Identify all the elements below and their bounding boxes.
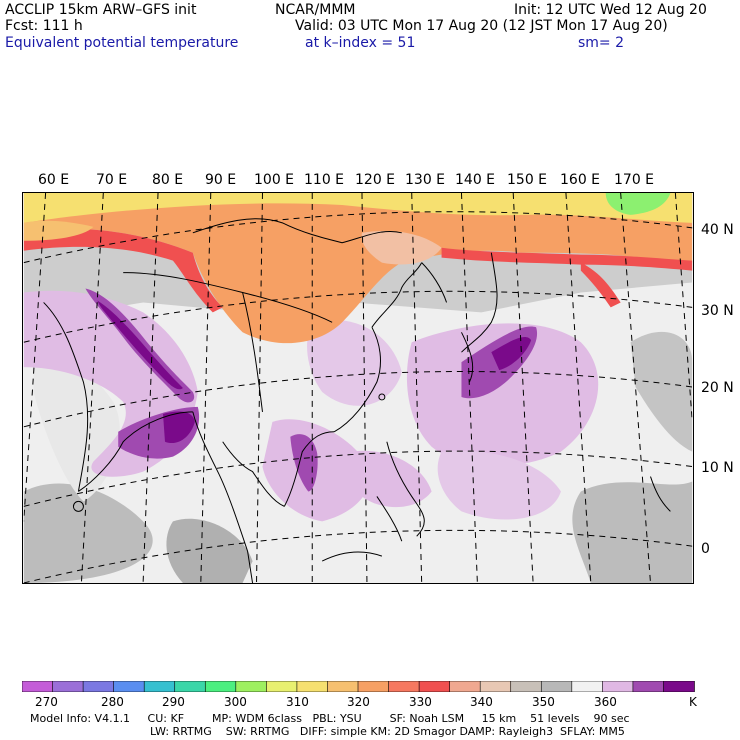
colorbar-label: 270: [35, 695, 58, 709]
lat-label: 0: [701, 541, 710, 557]
orange-area: [222, 250, 356, 315]
colorbar-label: 310: [286, 695, 309, 709]
colorbar-swatch: [479, 681, 512, 692]
colorbar: [22, 681, 695, 692]
warm-band-red: [441, 247, 693, 271]
purple-band: [290, 434, 318, 492]
equivalent-potential-temperature-map: [22, 192, 694, 584]
lon-label: 160 E: [560, 172, 601, 188]
coastlines: [43, 218, 671, 583]
colorbar-swatch: [296, 681, 329, 692]
colorbar-unit: K: [689, 695, 697, 709]
colorbar-label: 320: [347, 695, 370, 709]
colorbar-swatch: [510, 681, 543, 692]
forecast-hour: Fcst: 111 h: [5, 18, 83, 34]
gray-patch: [23, 483, 153, 583]
colorbar-label: 350: [532, 695, 555, 709]
lon-label: 90 E: [205, 172, 237, 188]
lat-label: 20 N: [701, 380, 734, 396]
valid-time: Valid: 03 UTC Mon 17 Aug 20 (12 JST Mon …: [295, 18, 668, 34]
colorbar-swatch: [22, 681, 54, 692]
peach-area: [361, 230, 442, 265]
colorbar-swatch: [174, 681, 207, 692]
yellow-band: [23, 193, 693, 223]
colorbar-swatch: [204, 681, 237, 692]
colorbar-swatch: [571, 681, 604, 692]
lon-label: 80 E: [152, 172, 184, 188]
colorbar-label: 300: [224, 695, 247, 709]
colorbar-swatch: [602, 681, 634, 692]
colorbar-swatch: [540, 681, 573, 692]
colorbar-swatch: [449, 681, 481, 692]
colorbar-label: 290: [162, 695, 185, 709]
lon-label: 150 E: [507, 172, 548, 188]
lat-label: 40 N: [701, 222, 734, 238]
init-time: Init: 12 UTC Wed 12 Aug 20: [514, 2, 707, 18]
lon-label: 170 E: [614, 172, 655, 188]
colorbar-label: 280: [101, 695, 124, 709]
lon-label: 110 E: [304, 172, 345, 188]
smoothing: sm= 2: [578, 35, 625, 51]
colorbar-swatch: [357, 681, 390, 692]
field-name: Equivalent potential temperature: [5, 35, 239, 51]
lon-label: 70 E: [96, 172, 128, 188]
colorbar-swatch: [663, 681, 695, 692]
colorbar-swatch: [632, 681, 665, 692]
lon-label: 60 E: [38, 172, 70, 188]
graticule: [23, 193, 693, 583]
gray-patch: [572, 481, 693, 583]
colorbar-label: 330: [409, 695, 432, 709]
colorbar-swatch: [143, 681, 176, 692]
colorbar-swatch: [82, 681, 115, 692]
colorbar-label: 340: [470, 695, 493, 709]
lavender-region: [352, 450, 432, 508]
colorbar-swatch: [418, 681, 451, 692]
lat-label: 10 N: [701, 460, 734, 476]
warm-band-orange: [23, 193, 693, 344]
model-info-line1: Model Info: V4.1.1 CU: KF MP: WDM 6class…: [30, 712, 630, 725]
model-info-line2: LW: RRTMG SW: RRTMG DIFF: simple KM: 2D …: [150, 725, 625, 738]
warm-band-red: [580, 262, 621, 308]
lon-label: 140 E: [455, 172, 496, 188]
model-title: ACCLIP 15km ARW–GFS init: [5, 2, 197, 18]
colorbar-swatch: [327, 681, 359, 692]
colorbar-swatch: [388, 681, 420, 692]
lat-label: 30 N: [701, 303, 734, 319]
lavender-region: [437, 450, 561, 520]
dark-purple-band: [163, 411, 195, 444]
yellow-band: [23, 220, 94, 241]
lavender-region: [406, 323, 599, 467]
colorbar-label: 360: [594, 695, 617, 709]
lon-label: 120 E: [355, 172, 396, 188]
lon-label: 100 E: [254, 172, 295, 188]
center-name: NCAR/MMM: [275, 2, 356, 18]
colorbar-swatch: [52, 681, 84, 692]
dark-purple-band: [97, 300, 183, 390]
colorbar-swatch: [113, 681, 145, 692]
colorbar-swatch: [266, 681, 298, 692]
gray-patch: [166, 518, 253, 583]
lon-label: 130 E: [405, 172, 446, 188]
colorbar-swatch: [235, 681, 268, 692]
level-index: at k–index = 51: [305, 35, 416, 51]
gray-patch: [630, 331, 693, 452]
dark-purple-band: [491, 337, 532, 371]
warm-band-red: [23, 228, 223, 313]
